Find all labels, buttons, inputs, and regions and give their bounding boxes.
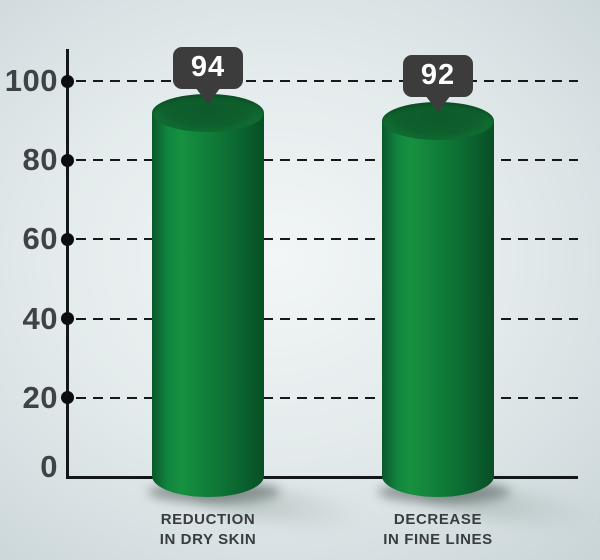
y-axis-line (66, 49, 69, 479)
bar-cylinder-body-1 (382, 120, 494, 497)
gridline-60 (76, 238, 578, 241)
y-tick-label-60: 60 (22, 221, 58, 257)
y-tick-dot-20 (61, 391, 74, 405)
category-label-0-line-2: IN DRY SKIN (159, 531, 257, 548)
y-tick-dot-100 (61, 74, 74, 88)
category-label-1-line-1: DECREASE (393, 511, 483, 528)
value-callout-pointer-1 (425, 94, 451, 112)
category-label-0-line-1: REDUCTION (160, 511, 256, 528)
y-tick-dot-80 (61, 153, 74, 167)
bar-cylinder-body-0 (152, 112, 264, 497)
gridline-40 (76, 317, 578, 320)
y-tick-label-80: 80 (22, 142, 58, 178)
gridline-20 (76, 396, 578, 399)
y-tick-dot-60 (61, 232, 74, 246)
x-axis-line (66, 475, 578, 479)
gridline-100 (76, 80, 578, 82)
y-tick-dot-40 (61, 312, 74, 326)
y-tick-label-40: 40 (22, 300, 58, 336)
value-callout-0: 94 (173, 46, 243, 89)
gridline-80 (76, 159, 578, 162)
y-tick-label-0: 0 (40, 449, 58, 484)
y-tick-label-100: 100 (4, 63, 58, 98)
value-callout-1: 92 (403, 54, 473, 97)
category-label-1-line-2: IN FINE LINES (383, 531, 493, 548)
value-callout-pointer-0 (195, 86, 221, 104)
y-tick-label-20: 20 (22, 379, 58, 415)
